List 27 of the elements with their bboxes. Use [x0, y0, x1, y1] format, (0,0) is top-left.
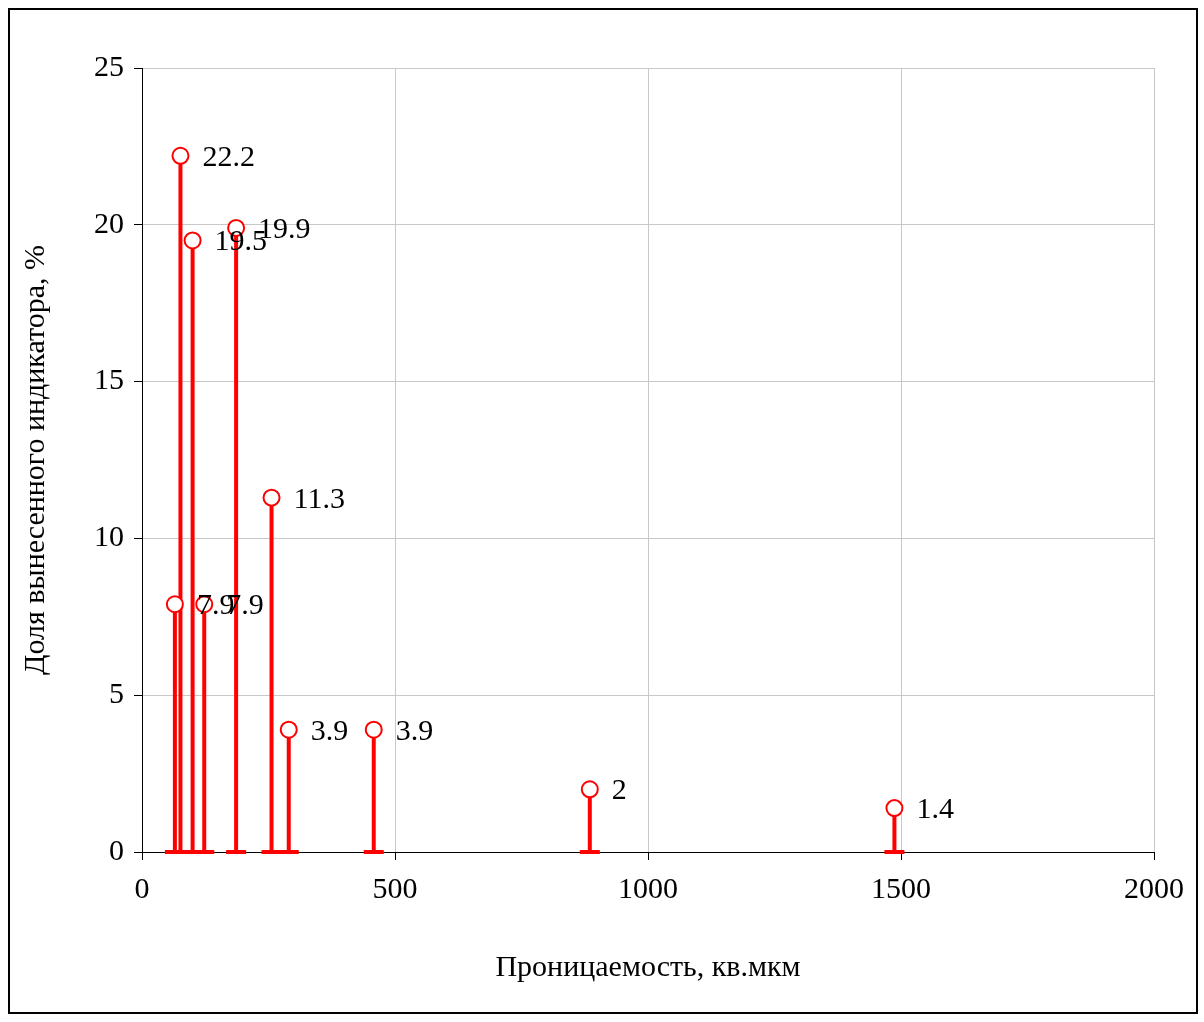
x-tick-label: 500	[372, 870, 418, 904]
y-tick-label: 15	[94, 362, 124, 396]
data-label: 3.9	[310, 712, 349, 746]
point	[364, 720, 383, 739]
data-label: 3.9	[395, 712, 434, 746]
point	[171, 146, 190, 165]
point	[183, 231, 202, 250]
y-tick-label: 20	[94, 205, 124, 239]
point	[580, 780, 599, 799]
x-axis-title: Проницаемость, кв.мкм	[495, 948, 801, 982]
data-label: 2	[611, 772, 627, 806]
point	[279, 720, 298, 739]
y-tick-label: 0	[109, 832, 124, 866]
x-tick-label: 0	[134, 870, 150, 904]
point	[165, 595, 184, 614]
y-tick-label: 25	[94, 48, 124, 82]
data-label: 1.4	[916, 790, 954, 824]
y-tick-label: 5	[109, 676, 124, 710]
point	[885, 799, 904, 818]
data-label: 11.3	[293, 480, 345, 514]
x-tick-label: 2000	[1124, 870, 1184, 904]
y-tick-label: 10	[94, 519, 124, 553]
point	[262, 488, 281, 507]
x-tick-label: 1000	[618, 870, 678, 904]
x-tick-label: 1500	[871, 870, 931, 904]
data-label: 22.2	[202, 138, 255, 172]
y-axis-title: Доля вынесенного индикатора, %	[16, 244, 50, 676]
